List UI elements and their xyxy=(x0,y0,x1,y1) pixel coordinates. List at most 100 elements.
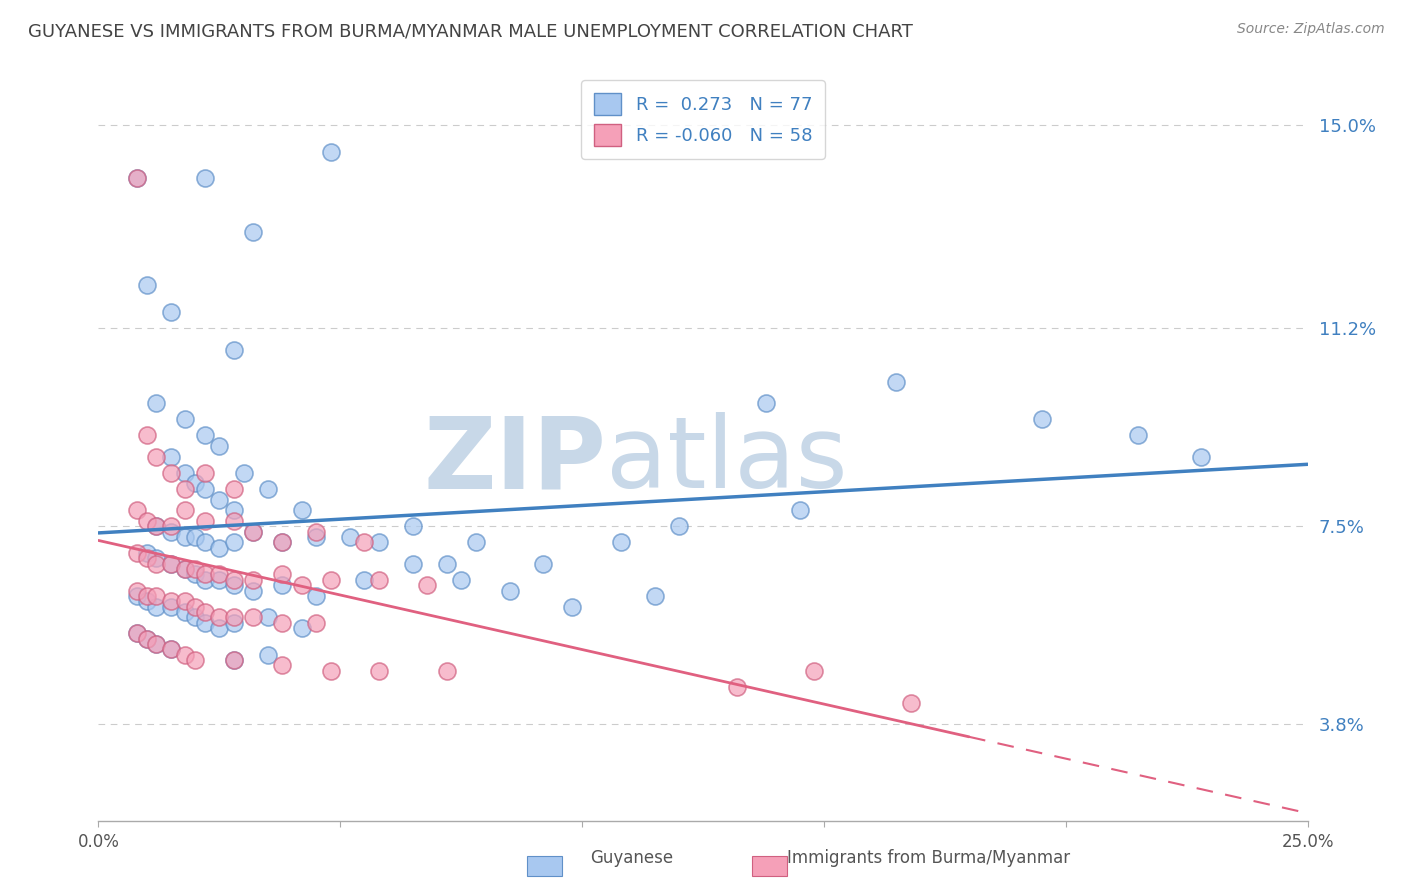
Point xyxy=(127,171,149,186)
Point xyxy=(256,482,278,496)
Point xyxy=(222,343,245,357)
Point xyxy=(886,375,908,389)
Point xyxy=(194,428,217,442)
Point xyxy=(208,541,231,555)
Point xyxy=(561,599,583,614)
Point xyxy=(127,589,149,603)
Point xyxy=(135,551,157,566)
Point xyxy=(184,653,207,667)
Point xyxy=(668,519,690,533)
Point xyxy=(319,145,342,159)
Point xyxy=(184,599,207,614)
Point xyxy=(242,610,264,624)
Point xyxy=(232,466,254,480)
Point xyxy=(271,658,294,673)
Point xyxy=(194,466,217,480)
Point xyxy=(194,535,217,549)
Point xyxy=(305,530,328,544)
Text: Immigrants from Burma/Myanmar: Immigrants from Burma/Myanmar xyxy=(787,849,1070,867)
Point xyxy=(135,632,157,646)
Point xyxy=(174,482,197,496)
Point xyxy=(135,546,157,560)
Point xyxy=(610,535,633,549)
Point xyxy=(160,594,183,608)
Point xyxy=(184,567,207,582)
Point xyxy=(127,583,149,598)
Point xyxy=(194,482,217,496)
Point xyxy=(450,573,472,587)
Point xyxy=(1189,450,1212,464)
Point xyxy=(531,557,554,571)
Text: atlas: atlas xyxy=(606,412,848,509)
Point xyxy=(145,396,167,410)
Point xyxy=(402,557,425,571)
Point xyxy=(127,171,149,186)
Point xyxy=(160,305,183,319)
Point xyxy=(242,524,264,539)
Point xyxy=(145,450,167,464)
Point xyxy=(436,664,458,678)
Point xyxy=(160,450,183,464)
Point xyxy=(416,578,439,592)
Point xyxy=(271,567,294,582)
Point xyxy=(135,428,157,442)
Point xyxy=(353,535,375,549)
Point xyxy=(145,557,167,571)
Point xyxy=(174,412,197,426)
Point xyxy=(160,642,183,657)
Point xyxy=(127,503,149,517)
Point xyxy=(145,599,167,614)
Point xyxy=(464,535,486,549)
Legend: R =  0.273   N = 77, R = -0.060   N = 58: R = 0.273 N = 77, R = -0.060 N = 58 xyxy=(581,80,825,159)
Point xyxy=(1031,412,1053,426)
Point xyxy=(160,642,183,657)
Point xyxy=(174,605,197,619)
Point xyxy=(145,637,167,651)
Point xyxy=(208,567,231,582)
Point xyxy=(222,482,245,496)
Point xyxy=(256,610,278,624)
Point xyxy=(755,396,778,410)
Text: GUYANESE VS IMMIGRANTS FROM BURMA/MYANMAR MALE UNEMPLOYMENT CORRELATION CHART: GUYANESE VS IMMIGRANTS FROM BURMA/MYANMA… xyxy=(28,22,912,40)
Point xyxy=(135,632,157,646)
Point xyxy=(184,562,207,576)
Point xyxy=(160,519,183,533)
Point xyxy=(271,578,294,592)
Text: Source: ZipAtlas.com: Source: ZipAtlas.com xyxy=(1237,22,1385,37)
Point xyxy=(789,503,811,517)
Point xyxy=(271,615,294,630)
Point xyxy=(498,583,520,598)
Point xyxy=(127,546,149,560)
Point xyxy=(174,466,197,480)
Point xyxy=(127,626,149,640)
Point xyxy=(242,573,264,587)
Point xyxy=(222,653,245,667)
Point xyxy=(222,503,245,517)
Point xyxy=(319,573,342,587)
Point xyxy=(194,514,217,528)
Point xyxy=(184,530,207,544)
Point xyxy=(174,562,197,576)
Point xyxy=(900,696,922,710)
Point xyxy=(803,664,825,678)
Point xyxy=(184,476,207,491)
Point xyxy=(127,626,149,640)
Point xyxy=(145,637,167,651)
Point xyxy=(242,583,264,598)
Point xyxy=(160,524,183,539)
Point xyxy=(145,519,167,533)
Point xyxy=(222,610,245,624)
Point xyxy=(145,589,167,603)
Point xyxy=(256,648,278,662)
Point xyxy=(368,664,391,678)
Point xyxy=(353,573,375,587)
Text: ZIP: ZIP xyxy=(423,412,606,509)
Point xyxy=(436,557,458,571)
Point xyxy=(305,615,328,630)
Point xyxy=(368,535,391,549)
Point xyxy=(222,535,245,549)
Point xyxy=(160,599,183,614)
Point xyxy=(222,615,245,630)
Point xyxy=(174,562,197,576)
Point xyxy=(402,519,425,533)
